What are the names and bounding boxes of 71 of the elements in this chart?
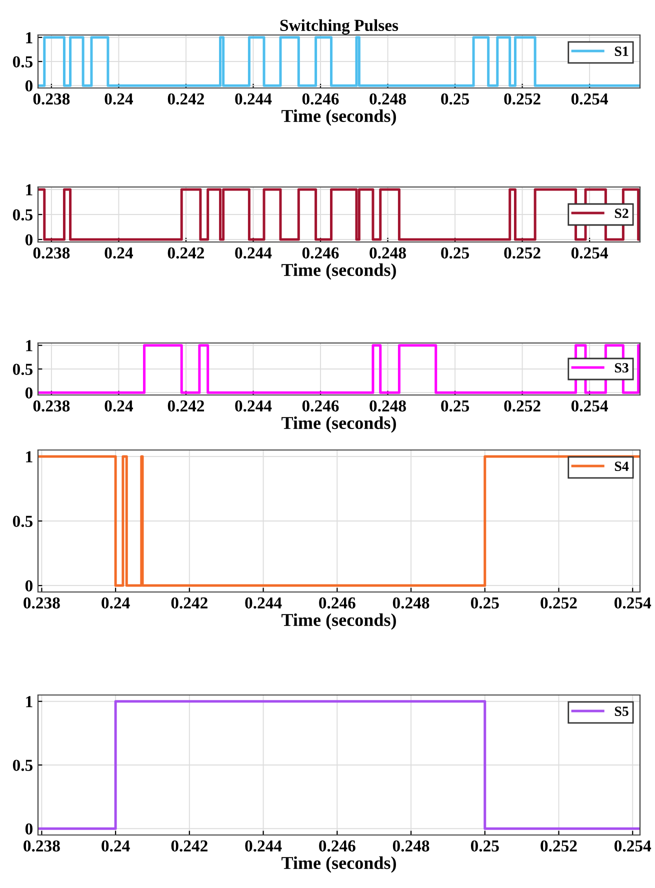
x-tick-label: 0.246 [319, 597, 356, 609]
y-tick-label: 0 [25, 80, 33, 92]
x-tick-label: 0.254 [614, 597, 652, 609]
y-tick-label: 0.5 [12, 760, 33, 772]
y-tick-label: 1 [26, 184, 32, 196]
legend-label: S5 [614, 706, 628, 716]
y-tick-label: 0.5 [12, 209, 33, 221]
x-tick-label: 0.252 [540, 597, 577, 609]
x-tick-label: 0.25 [470, 840, 499, 852]
y-tick-label: 1 [26, 340, 32, 352]
y-tick-label: 0 [25, 580, 33, 592]
x-tick-label: 0.238 [33, 93, 70, 105]
x-tick-label: 0.242 [168, 400, 204, 412]
x-axis-title: Time (seconds) [282, 613, 396, 630]
x-tick-label: 0.254 [614, 840, 652, 852]
x-tick-label: 0.246 [319, 840, 356, 852]
x-tick-label: 0.244 [245, 597, 282, 609]
legend-label: S2 [614, 208, 628, 218]
chart-title: Switching Pulses [280, 19, 398, 35]
x-tick-label: 0.246 [302, 247, 339, 259]
x-tick-label: 0.242 [171, 840, 208, 852]
x-tick-label: 0.24 [104, 400, 133, 412]
x-tick-label: 0.248 [370, 247, 406, 259]
x-axis-title: Time (seconds) [282, 416, 396, 433]
x-tick-label: 0.24 [104, 247, 133, 259]
x-tick-label: 0.238 [24, 840, 60, 852]
x-tick-label: 0.246 [302, 93, 339, 105]
x-tick-label: 0.248 [392, 597, 430, 609]
legend-label: S3 [614, 363, 628, 373]
x-tick-label: 0.244 [235, 400, 272, 412]
x-tick-label: 0.254 [571, 247, 608, 259]
x-tick-label: 0.252 [504, 247, 540, 259]
x-tick-label: 0.25 [441, 247, 469, 259]
x-tick-label: 0.254 [571, 400, 608, 412]
y-tick-label: 1 [26, 32, 32, 44]
y-tick-label: 0 [25, 387, 33, 399]
x-tick-label: 0.242 [168, 247, 204, 259]
x-tick-label: 0.238 [24, 597, 60, 609]
x-tick-label: 0.24 [104, 93, 133, 105]
x-tick-label: 0.25 [441, 93, 469, 105]
y-tick-label: 0 [25, 823, 33, 835]
y-tick-label: 1 [26, 451, 32, 462]
x-tick-label: 0.25 [441, 400, 469, 412]
y-tick-label: 0.5 [12, 364, 33, 376]
x-tick-label: 0.254 [571, 93, 608, 105]
y-tick-label: 0 [25, 234, 33, 246]
x-tick-label: 0.238 [33, 400, 70, 412]
legend-label: S1 [614, 46, 628, 56]
x-axis-title: Time (seconds) [282, 263, 396, 280]
x-tick-label: 0.244 [235, 247, 272, 259]
x-tick-label: 0.242 [171, 597, 208, 609]
y-tick-label: 0.5 [12, 56, 33, 68]
x-tick-label: 0.25 [470, 597, 499, 609]
x-tick-label: 0.252 [540, 840, 577, 852]
x-tick-label: 0.248 [392, 840, 430, 852]
legend-label: S4 [614, 462, 629, 471]
x-tick-label: 0.24 [102, 597, 130, 609]
x-tick-label: 0.244 [235, 93, 272, 105]
x-tick-label: 0.24 [102, 840, 130, 852]
x-tick-label: 0.246 [302, 400, 339, 412]
x-tick-label: 0.252 [504, 93, 540, 105]
x-tick-label: 0.244 [245, 840, 282, 852]
x-tick-label: 0.248 [370, 400, 406, 412]
x-tick-label: 0.252 [504, 400, 540, 412]
y-tick-label: 0.5 [12, 516, 33, 528]
x-axis-title: Time (seconds) [282, 109, 396, 126]
x-tick-label: 0.248 [370, 93, 406, 105]
y-tick-label: 1 [26, 696, 32, 708]
x-axis-title: Time (seconds) [282, 856, 396, 873]
x-tick-label: 0.238 [33, 247, 70, 259]
x-tick-label: 0.242 [168, 93, 204, 105]
